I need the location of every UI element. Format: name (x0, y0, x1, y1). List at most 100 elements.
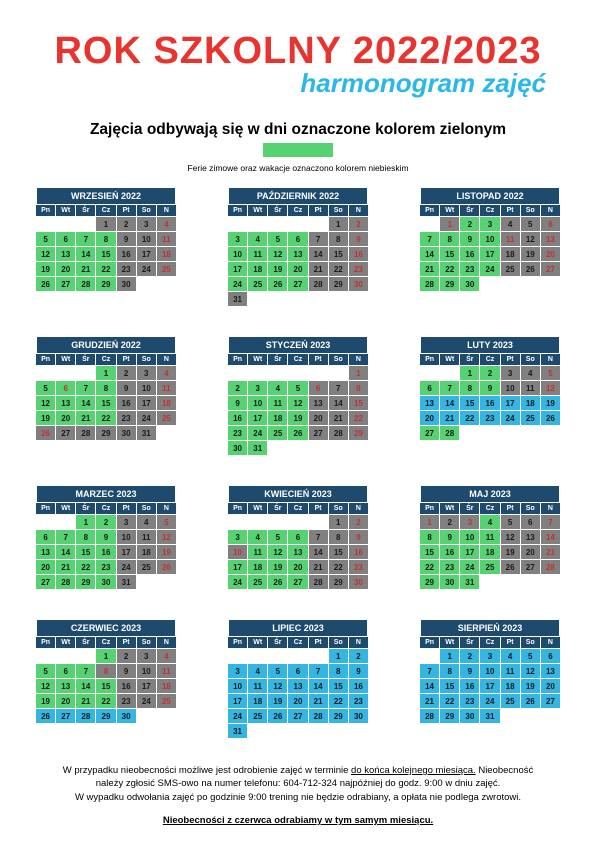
day-header: Cz (288, 503, 307, 514)
day-cell: 14 (56, 545, 75, 559)
legend-green-block (263, 143, 333, 157)
day-header: Pn (36, 354, 55, 365)
day-cell: 14 (309, 247, 328, 261)
day-header: Cz (96, 637, 115, 648)
day-cell: 7 (309, 232, 328, 246)
day-cell: 9 (117, 664, 136, 678)
day-cell: 3 (248, 381, 267, 395)
day-cell: 29 (329, 575, 348, 589)
day-cell: 10 (228, 247, 247, 261)
day-header: Pn (420, 354, 439, 365)
empty-cell (76, 217, 95, 231)
month-title: CZERWIEC 2023 (36, 619, 176, 637)
day-header: Śr (268, 637, 287, 648)
day-cell: 6 (56, 664, 75, 678)
day-cell: 31 (117, 575, 136, 589)
day-cell: 6 (288, 232, 307, 246)
day-cell: 30 (96, 575, 115, 589)
day-header: So (521, 637, 540, 648)
day-cell: 1 (329, 217, 348, 231)
day-cell: 9 (117, 381, 136, 395)
day-cell: 22 (420, 560, 439, 574)
day-header: So (137, 637, 156, 648)
day-cell: 7 (541, 515, 560, 529)
day-cell: 24 (228, 575, 247, 589)
day-cell: 2 (440, 515, 459, 529)
day-header: Cz (288, 637, 307, 648)
day-header: Śr (76, 503, 95, 514)
day-cell: 11 (248, 545, 267, 559)
day-cell: 2 (228, 381, 247, 395)
day-cell: 12 (36, 247, 55, 261)
day-grid: PnWtŚrCzPtSoN123456789101112131415161718… (420, 637, 560, 723)
day-header: Śr (76, 637, 95, 648)
day-cell: 21 (440, 411, 459, 425)
day-cell: 2 (349, 515, 368, 529)
month-block: PAŹDZIERNIK 2022PnWtŚrCzPtSoN12345678910… (228, 187, 368, 306)
day-cell: 29 (76, 575, 95, 589)
day-cell: 16 (117, 247, 136, 261)
empty-cell (309, 515, 328, 529)
empty-cell (76, 649, 95, 663)
day-cell: 1 (349, 366, 368, 380)
day-cell: 14 (76, 679, 95, 693)
day-cell: 29 (96, 426, 115, 440)
day-cell: 6 (288, 530, 307, 544)
day-header: Wt (56, 503, 75, 514)
day-cell: 29 (420, 575, 439, 589)
day-cell: 28 (56, 575, 75, 589)
day-cell: 10 (480, 664, 499, 678)
day-cell: 15 (420, 545, 439, 559)
day-header: Pn (228, 637, 247, 648)
day-cell: 17 (228, 262, 247, 276)
day-cell: 12 (541, 381, 560, 395)
day-cell: 10 (137, 664, 156, 678)
day-cell: 1 (76, 515, 95, 529)
day-cell: 17 (137, 247, 156, 261)
day-cell: 11 (521, 381, 540, 395)
month-block: LISTOPAD 2022PnWtŚrCzPtSoN12345678910111… (420, 187, 560, 306)
day-cell: 31 (228, 292, 247, 306)
day-cell: 17 (137, 679, 156, 693)
day-cell: 29 (440, 277, 459, 291)
day-cell: 27 (288, 277, 307, 291)
month-title: WRZESIEŃ 2022 (36, 187, 176, 205)
day-header: Pn (420, 205, 439, 216)
day-cell: 23 (117, 694, 136, 708)
day-cell: 12 (268, 679, 287, 693)
day-cell: 19 (268, 560, 287, 574)
day-cell: 23 (440, 560, 459, 574)
day-cell: 11 (157, 232, 176, 246)
day-cell: 19 (36, 262, 55, 276)
day-cell: 13 (288, 247, 307, 261)
day-cell: 27 (288, 575, 307, 589)
day-cell: 21 (309, 560, 328, 574)
day-cell: 30 (228, 441, 247, 455)
day-cell: 5 (501, 515, 520, 529)
day-cell: 29 (440, 709, 459, 723)
day-cell: 8 (329, 232, 348, 246)
day-cell: 5 (36, 232, 55, 246)
day-header: N (541, 637, 560, 648)
day-header: Pt (309, 354, 328, 365)
empty-cell (36, 217, 55, 231)
day-cell: 4 (137, 515, 156, 529)
day-cell: 31 (460, 575, 479, 589)
day-cell: 15 (329, 679, 348, 693)
day-cell: 3 (228, 530, 247, 544)
day-cell: 31 (137, 426, 156, 440)
day-cell: 5 (36, 381, 55, 395)
day-grid: PnWtŚrCzPtSoN123456789101112131415161718… (420, 205, 560, 291)
day-cell: 13 (56, 247, 75, 261)
day-cell: 3 (501, 366, 520, 380)
month-block: MAJ 2023PnWtŚrCzPtSoN1234567891011121314… (420, 485, 560, 589)
day-cell: 22 (76, 560, 95, 574)
day-cell: 27 (541, 262, 560, 276)
day-cell: 7 (309, 530, 328, 544)
day-cell: 28 (309, 575, 328, 589)
empty-cell (248, 515, 267, 529)
day-cell: 10 (460, 530, 479, 544)
day-cell: 22 (329, 262, 348, 276)
day-header: Pt (501, 205, 520, 216)
day-cell: 19 (36, 411, 55, 425)
